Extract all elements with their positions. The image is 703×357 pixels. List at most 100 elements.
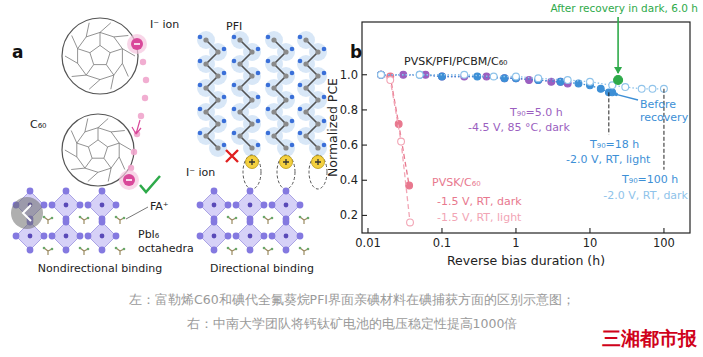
fluorine-atom xyxy=(222,47,227,52)
hole-core xyxy=(312,156,325,169)
data-point xyxy=(378,71,385,78)
migration-dot xyxy=(131,149,137,155)
ion-halo xyxy=(127,34,147,54)
series-line xyxy=(381,75,409,186)
fa-atom xyxy=(43,247,46,250)
carbon-atom xyxy=(303,85,308,90)
iodine-atom xyxy=(99,247,106,254)
data-point xyxy=(416,71,423,78)
carbon-atom xyxy=(203,109,208,114)
data-point xyxy=(378,71,385,78)
iodine-atom xyxy=(27,188,34,195)
carbon-atom xyxy=(249,49,254,54)
data-point xyxy=(587,78,594,85)
fluorine-atom xyxy=(256,47,261,52)
fluorine-atom xyxy=(232,35,237,40)
carbon-atom xyxy=(303,133,308,138)
iodine-atom xyxy=(247,247,254,254)
panel-label: b xyxy=(350,42,362,62)
carbon-atom xyxy=(203,37,208,42)
lead-atom xyxy=(212,234,217,239)
annotation: PVSK/PFI/PCBM/C₆₀ xyxy=(404,55,508,68)
carbon-atom xyxy=(271,37,276,42)
data-point xyxy=(597,85,604,92)
pointer-line xyxy=(126,207,148,219)
migration-dot xyxy=(138,113,144,119)
octahedron xyxy=(52,191,80,219)
fluorine-atom xyxy=(222,71,227,76)
fluorine-atom xyxy=(290,47,295,52)
carbon-atom xyxy=(271,133,276,138)
fluorine-atom xyxy=(232,59,237,64)
fluorine-atom xyxy=(256,143,261,148)
data-point xyxy=(474,73,481,80)
annotation-line: PVSK/PFI/PCBM/C₆₀ xyxy=(404,55,508,68)
plot-frame xyxy=(362,22,690,233)
recovery-arrowhead xyxy=(614,67,622,74)
iodine-atom xyxy=(197,233,204,240)
x-tick-label: 100 xyxy=(653,236,675,250)
iodine-atom xyxy=(77,233,84,240)
data-point xyxy=(378,71,385,78)
iodine-atom xyxy=(283,247,290,254)
lead-atom xyxy=(64,234,69,239)
data-point xyxy=(378,71,385,78)
fluorine-atom xyxy=(298,59,303,64)
migration-arrow xyxy=(132,120,141,134)
carbon-atom xyxy=(315,145,320,150)
fa-atom xyxy=(51,248,54,251)
carbon-atom xyxy=(303,61,308,66)
chain-backbone xyxy=(240,40,252,148)
fa-atom xyxy=(307,248,310,251)
lead-atom xyxy=(248,203,253,208)
y-tick xyxy=(362,109,367,110)
caption-line: 右：中南大学团队将钙钛矿电池的电压稳定性提高1000倍 xyxy=(187,316,518,331)
lead-atom xyxy=(64,203,69,208)
series-label: -1.5 V, RT, light xyxy=(437,211,522,224)
chain-backbone xyxy=(274,40,286,148)
iodine-atom xyxy=(113,233,120,240)
series-label: -2.0 V, RT, dark xyxy=(603,189,688,202)
fluorine-atom xyxy=(298,107,303,112)
y-tick-label: 0.6 xyxy=(340,138,358,152)
carbon-atom xyxy=(249,73,254,78)
nav-button[interactable] xyxy=(11,197,43,229)
fluorine-atom xyxy=(198,59,203,64)
carbon-atom xyxy=(237,61,242,66)
panel-b: b0.010.11101000.20.40.60.81.0Reverse bia… xyxy=(325,2,698,268)
x-axis-title: Reverse bias duration (h) xyxy=(447,253,605,268)
iodine-atom xyxy=(225,233,232,240)
fluorine-atom xyxy=(232,83,237,88)
annotation-line: T₉₀=5.0 h xyxy=(509,106,563,119)
carbon-atom xyxy=(249,145,254,150)
iodide-ion xyxy=(127,34,147,54)
fa-atom xyxy=(263,216,266,219)
t90-line xyxy=(608,92,609,134)
iodine-atom xyxy=(211,247,218,254)
carbon-atom xyxy=(283,73,288,78)
label-iodide: I⁻ ion xyxy=(186,166,215,179)
fluorine-atom xyxy=(222,143,227,148)
carbon-atom xyxy=(249,121,254,126)
carbon-atom xyxy=(315,73,320,78)
carbon-atom xyxy=(237,85,242,90)
ion-halo xyxy=(119,170,139,190)
lead-atom xyxy=(28,234,33,239)
fa-atom xyxy=(299,247,302,250)
carbon-atom xyxy=(203,85,208,90)
fa-atom xyxy=(227,247,230,250)
data-point xyxy=(387,77,394,84)
iodine-atom xyxy=(49,233,56,240)
perovskite-lattice xyxy=(197,188,310,255)
carbon-atom xyxy=(203,61,208,66)
panel-a: aI⁻ ionC₆₀FA⁺PbI₆octahedraNondirectional… xyxy=(12,18,327,275)
fa-atom xyxy=(307,217,310,220)
iodine-atom xyxy=(233,202,240,209)
carbon-atom xyxy=(215,97,220,102)
octahedron xyxy=(88,222,116,250)
migration-dot xyxy=(140,59,146,65)
caption-line: 左：富勒烯C60和碘代全氟葵烷PFI界面亲碘材料在碘捕获方面的区别示意图； xyxy=(129,292,575,307)
ion-sign xyxy=(126,179,132,181)
lead-atom xyxy=(284,234,289,239)
label-octahedra: octahedra xyxy=(138,242,194,255)
